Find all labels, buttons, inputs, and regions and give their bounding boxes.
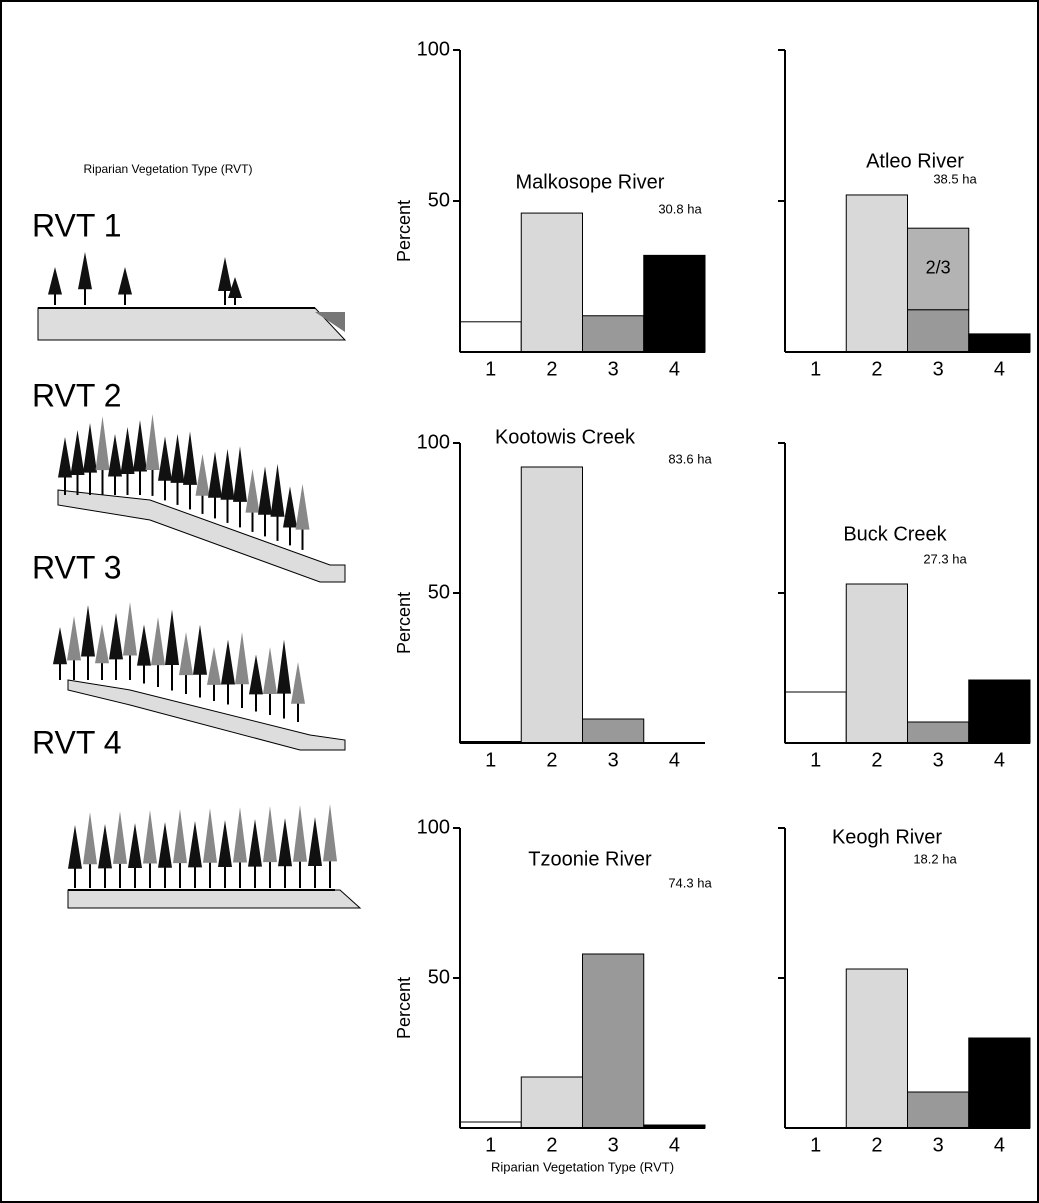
- chart-title: Tzoonie River: [528, 848, 652, 870]
- bar: [846, 195, 907, 352]
- bar: [583, 316, 644, 352]
- chart-title: Kootowis Creek: [495, 426, 636, 448]
- bar: [969, 334, 1030, 352]
- bar: [583, 954, 644, 1128]
- x-tick-label: 3: [933, 749, 944, 771]
- ground: [68, 890, 360, 908]
- x-tick-label: 2: [546, 749, 557, 771]
- bar: [908, 310, 969, 352]
- rvt-label: RVT 1: [32, 207, 122, 243]
- bar: [583, 719, 644, 743]
- bar: [521, 467, 582, 743]
- bar: [460, 322, 521, 352]
- chart-title: Keogh River: [832, 826, 942, 848]
- figure: Riparian Vegetation Type (RVT) RVT 1 RVT…: [0, 0, 1039, 1203]
- bar: [969, 680, 1030, 743]
- x-tick-label: 2: [546, 1134, 557, 1156]
- x-tick-label: 4: [669, 358, 680, 380]
- y-tick-label: 100: [417, 431, 450, 453]
- bar: [969, 1038, 1030, 1128]
- bar: [644, 255, 705, 352]
- x-tick-label: 4: [994, 1134, 1005, 1156]
- rvt-label: RVT 3: [32, 549, 122, 585]
- ground: [38, 308, 345, 340]
- bar: [785, 692, 846, 743]
- bar: [846, 584, 907, 743]
- x-tick-label: 3: [608, 358, 619, 380]
- x-tick-label: 4: [669, 749, 680, 771]
- x-tick-label: 2: [871, 1134, 882, 1156]
- x-tick-label: 4: [669, 1134, 680, 1156]
- x-tick-label: 4: [994, 749, 1005, 771]
- y-tick-label: 50: [428, 189, 450, 211]
- y-tick-label: 50: [428, 581, 450, 603]
- segment-label: 2/3: [926, 258, 951, 278]
- y-axis-label: Percent: [394, 977, 414, 1039]
- chart-subtitle: 27.3 ha: [923, 551, 967, 566]
- chart-subtitle: 83.6 ha: [668, 451, 712, 466]
- panel-title: Riparian Vegetation Type (RVT): [84, 162, 253, 176]
- chart-subtitle: 18.2 ha: [913, 851, 957, 866]
- x-tick-label: 2: [871, 749, 882, 771]
- y-tick-label: 100: [417, 38, 450, 60]
- bar: [846, 969, 907, 1128]
- x-tick-label: 4: [994, 358, 1005, 380]
- chart-subtitle: 74.3 ha: [668, 875, 712, 890]
- x-tick-label: 1: [810, 749, 821, 771]
- x-tick-label: 1: [485, 1134, 496, 1156]
- x-tick-label: 3: [608, 1134, 619, 1156]
- y-axis-label: Percent: [394, 592, 414, 654]
- x-tick-label: 2: [871, 358, 882, 380]
- x-tick-label: 2: [546, 358, 557, 380]
- y-tick-label: 100: [417, 816, 450, 838]
- y-axis-label: Percent: [394, 200, 414, 262]
- chart-title: Atleo River: [866, 150, 964, 172]
- chart-subtitle: 38.5 ha: [933, 171, 977, 186]
- rvt-label: RVT 4: [32, 724, 122, 760]
- y-tick-label: 50: [428, 966, 450, 988]
- chart-title: Buck Creek: [843, 523, 947, 545]
- x-tick-label: 3: [608, 749, 619, 771]
- bar: [521, 213, 582, 352]
- chart-subtitle: 30.8 ha: [658, 201, 702, 216]
- x-tick-label: 3: [933, 358, 944, 380]
- x-tick-label: 1: [485, 358, 496, 380]
- bar: [521, 1077, 582, 1128]
- page: Riparian Vegetation Type (RVT) RVT 1 RVT…: [0, 0, 1039, 1203]
- x-tick-label: 3: [933, 1134, 944, 1156]
- bar: [908, 1092, 969, 1128]
- rvt-label: RVT 2: [32, 377, 122, 413]
- x-axis-label: Riparian Vegetation Type (RVT): [491, 1159, 674, 1174]
- x-tick-label: 1: [810, 1134, 821, 1156]
- x-tick-label: 1: [810, 358, 821, 380]
- x-tick-label: 1: [485, 749, 496, 771]
- chart-title: Malkosope River: [516, 171, 665, 193]
- bar: [908, 722, 969, 743]
